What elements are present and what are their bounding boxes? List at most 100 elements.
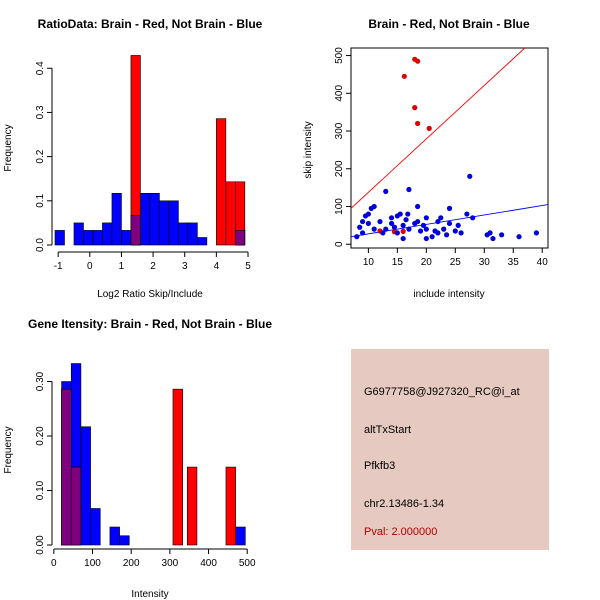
ratio-x-tick-label: 3 [182,261,188,272]
intensity-histogram-marks: 0 100 200 300 400 500 0.00 0.10 0.20 0.30 [35,363,256,569]
intensity-x-tick-label: 0 [51,558,57,569]
scatter-point-not-brain [446,205,453,211]
info-panel: G6977758@J927320_RC@i_at altTxStart Pfkf… [351,349,549,550]
scatter-point-not-brain [458,230,464,236]
scatter-x-tick-label: 35 [508,257,520,268]
event-type-text: altTxStart [364,424,412,436]
intensity-x-tick-label: 300 [162,558,179,569]
scatter-point-not-brain [359,230,366,236]
ratio-bar-not-brain [121,230,132,246]
ratio-bar-overlap [235,230,246,246]
intensity-histogram-ylabel: Frequency [3,426,14,473]
ratio-histogram-xlabel: Log2 Ratio Skip/Include [97,289,203,300]
scatter-xlabel: include intensity [413,289,484,300]
intensity-histogram-panel: Gene Itensity: Brain - Red, Not Brain - … [3,317,272,600]
ratio-x-tick-label: 5 [245,261,251,272]
scatter-point-not-brain [444,232,450,238]
scatter-point-not-brain [423,226,429,232]
ratio-bar-brain [216,118,227,246]
scatter-panel: Brain - Red, Not Brain - Blue include in… [303,17,549,300]
scatter-point-not-brain [406,186,412,193]
intensity-y-tick-label: 0.00 [35,535,46,555]
scatter-point-brain [415,120,421,127]
scatter-x-tick-label: 15 [392,257,404,268]
scatter-point-not-brain [435,218,441,225]
scatter-point-not-brain [435,230,441,236]
intensity-bar-brain [172,388,183,546]
scatter-fit-line-brain [351,48,526,209]
scatter-point-not-brain [394,230,400,236]
scatter-point-not-brain [388,215,395,221]
ratio-x-tick-label: 0 [87,261,93,272]
ratio-y-tick-label: 0.1 [35,193,46,207]
scatter-point-not-brain [383,188,389,194]
scatter-point-brain [400,228,406,234]
scatter-point-not-brain [452,228,458,234]
scatter-point-not-brain [438,215,444,221]
ratio-bar-not-brain [149,193,160,246]
scatter-point-not-brain [377,218,383,225]
gene-name-text: Pfkfb3 [364,460,396,472]
ratio-histogram-ylabel: Frequency [3,124,14,171]
scatter-point-not-brain [354,234,360,240]
scatter-x-tick-label: 30 [479,257,491,268]
ratio-histogram-title: RatioData: Brain - Red, Not Brain - Blue [38,17,263,31]
ratio-x-tick-label: 4 [214,261,220,272]
ratio-bar-not-brain [92,230,103,246]
scatter-title: Brain - Red, Not Brain - Blue [368,17,530,31]
ratio-bar-not-brain [178,222,189,246]
scatter-x-tick-label: 25 [450,257,462,268]
ratio-bar-not-brain [168,200,179,246]
scatter-point-not-brain [499,232,505,238]
scatter-x-tick-label: 40 [537,257,549,268]
scatter-y-tick-label: 400 [334,85,345,102]
scatter-plot-frame [350,47,549,249]
ratio-bar-overlap [130,215,141,246]
intensity-x-tick-label: 200 [123,558,140,569]
scatter-point-not-brain [420,222,427,228]
scatter-point-not-brain [371,203,377,210]
intensity-bar-brain [186,466,198,546]
scatter-point-not-brain [423,215,429,221]
intensity-bar-not-brain [90,508,101,546]
scatter-point-not-brain [446,220,453,227]
intensity-x-tick-label: 400 [200,558,217,569]
ratio-bar-not-brain [83,230,94,246]
scatter-point-not-brain [516,234,522,240]
ratio-bar-brain [225,181,236,246]
scatter-point-not-brain [400,222,406,228]
intensity-bar-not-brain [109,526,120,546]
ratio-x-tick-label: 2 [150,261,156,272]
scatter-point-not-brain [467,173,473,179]
location-text: chr2.13486-1.34 [364,498,445,510]
pval-text: Pval: 2.000000 [364,526,438,538]
scatter-point-not-brain [383,226,389,232]
intensity-x-tick-label: 500 [239,558,256,569]
scatter-point-not-brain [490,235,496,242]
scatter-point-not-brain [403,217,409,223]
scatter-point-brain [426,125,432,131]
scatter-point-not-brain [365,220,371,227]
scatter-point-not-brain [441,226,447,232]
scatter-point-not-brain [455,222,461,228]
ratio-y-tick-label: 0.0 [35,238,46,252]
scatter-point-not-brain [533,230,540,236]
intensity-bar-overlap [70,466,82,546]
scatter-point-not-brain [397,211,403,217]
scatter-point-not-brain [371,226,377,232]
scatter-point-not-brain [423,235,429,242]
scatter-point-brain [415,58,421,64]
ratio-bar-not-brain [73,222,84,246]
scatter-y-tick-label: 200 [334,160,345,177]
ratio-bar-not-brain [102,222,113,246]
intensity-y-tick-label: 0.30 [35,371,46,391]
ratio-bar-not-brain [140,193,151,246]
scatter-point-not-brain [391,224,398,230]
scatter-x-tick-label: 20 [421,257,433,268]
scatter-point-not-brain [464,211,470,217]
ratio-histogram-marks: -1 0 1 2 3 4 5 0.0 0.1 0.2 0.3 0.4 [35,55,251,272]
ratio-bar-not-brain [197,237,208,246]
intensity-bar-not-brain [119,535,130,546]
